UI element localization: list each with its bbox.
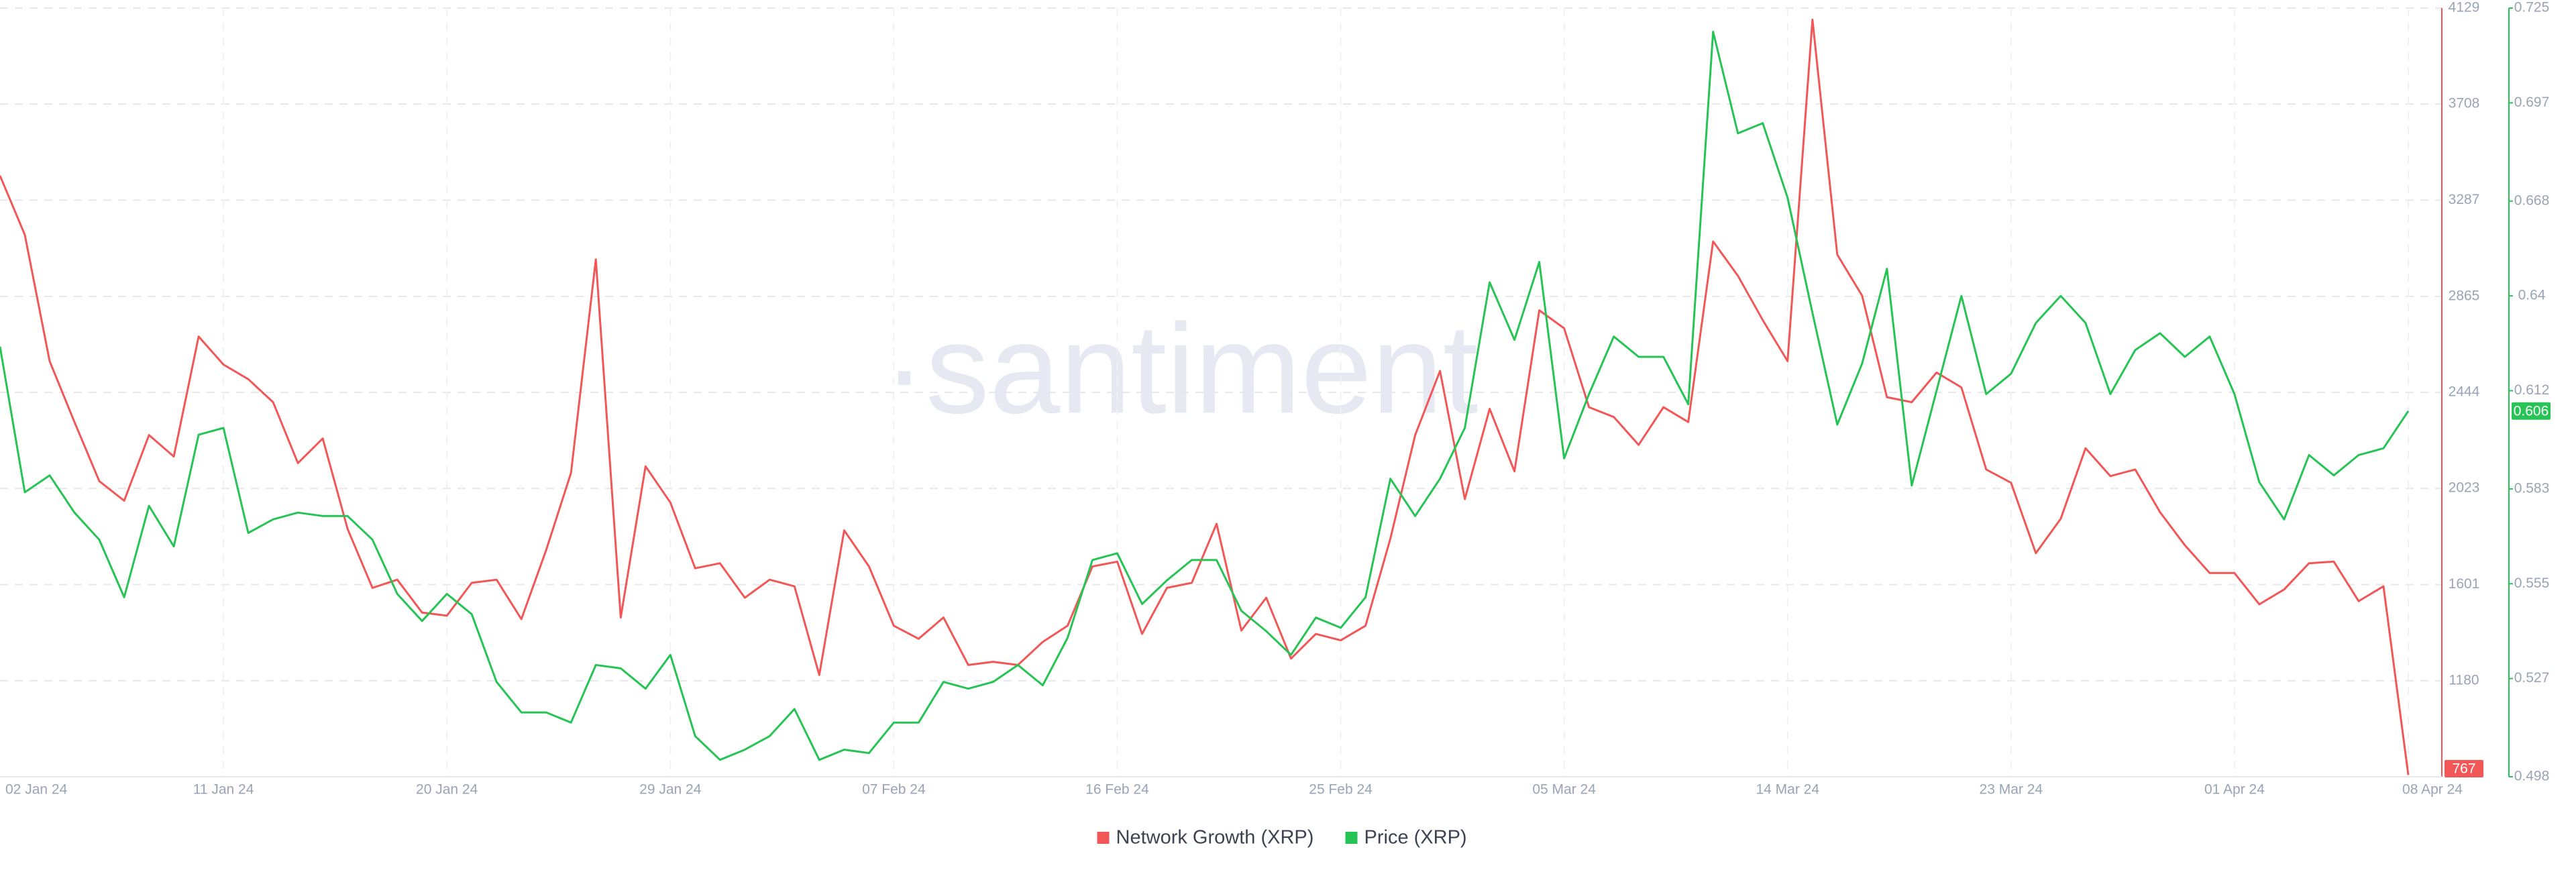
watermark: ·santiment xyxy=(883,298,1478,440)
y2-tick-label: 0.697 xyxy=(2514,95,2550,110)
y2-tick-label: 0.725 xyxy=(2514,0,2550,15)
y-tick-label: 4129 xyxy=(2449,0,2480,15)
x-tick-label: 16 Feb 24 xyxy=(1085,782,1149,798)
series-line xyxy=(0,30,2410,761)
x-tick-label: 01 Apr 24 xyxy=(2204,782,2265,798)
legend-swatch xyxy=(1097,832,1110,844)
legend-swatch xyxy=(1345,832,1358,844)
x-tick-label: 29 Jan 24 xyxy=(639,782,702,798)
y2-tick-label: 0.527 xyxy=(2514,670,2550,686)
y2-tick-label: 0.583 xyxy=(2514,480,2550,496)
y-tick-label: 2023 xyxy=(2449,480,2480,496)
x-tick-label: 05 Mar 24 xyxy=(1532,782,1596,798)
y-tick-label: 3708 xyxy=(2449,96,2480,111)
value-badge xyxy=(2445,760,2483,777)
y-tick-label: 3287 xyxy=(2449,192,2480,207)
y-tick-label: 2865 xyxy=(2449,288,2480,303)
x-tick-label: 25 Feb 24 xyxy=(1309,782,1373,798)
y-tick-label: 2444 xyxy=(2449,384,2480,400)
y-tick-label: 1180 xyxy=(2449,672,2479,688)
y-tick-label: 1601 xyxy=(2449,576,2480,592)
x-tick-label: 14 Mar 24 xyxy=(1756,782,1819,798)
value-badge xyxy=(2512,402,2551,420)
y2-tick-label: 0.555 xyxy=(2514,576,2550,591)
legend-label: Network Growth (XRP) xyxy=(1116,827,1314,849)
value-badge-label: 0.606 xyxy=(2514,403,2549,419)
series-line xyxy=(0,18,2410,775)
x-tick-label: 08 Apr 24 xyxy=(2402,782,2463,798)
legend-label: Price (XRP) xyxy=(1364,827,1467,849)
y2-tick-label: 0.612 xyxy=(2514,382,2550,398)
x-tick-label: 20 Jan 24 xyxy=(416,782,478,798)
x-tick-label: 07 Feb 24 xyxy=(862,782,926,798)
x-tick-label: 23 Mar 24 xyxy=(1980,782,2043,798)
y2-tick-label: 0.498 xyxy=(2514,769,2550,784)
value-badge-label: 767 xyxy=(2452,761,2475,777)
y2-tick-label: 0.64 xyxy=(2518,288,2546,303)
y2-tick-label: 0.668 xyxy=(2514,193,2550,208)
x-tick-label: 11 Jan 24 xyxy=(193,782,254,798)
x-tick-label: 02 Jan 24 xyxy=(5,782,68,798)
